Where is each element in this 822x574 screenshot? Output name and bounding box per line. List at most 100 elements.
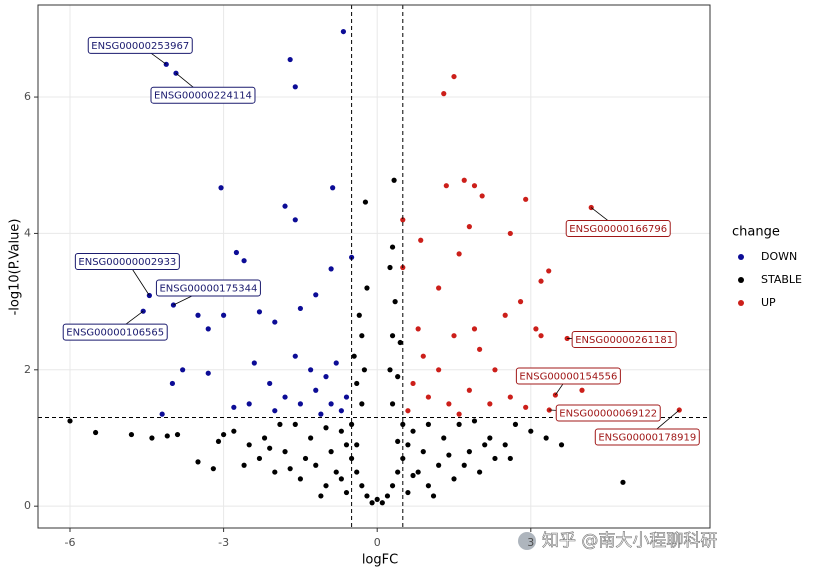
- point: [546, 268, 552, 274]
- point: [323, 374, 329, 380]
- point: [425, 421, 431, 427]
- legend-marker: [738, 300, 744, 306]
- point: [67, 418, 73, 424]
- point: [451, 476, 457, 482]
- point: [343, 394, 350, 400]
- legend-title: change: [732, 225, 780, 240]
- point: [477, 346, 483, 352]
- point: [256, 309, 263, 315]
- legend-label: UP: [761, 296, 776, 309]
- point: [338, 476, 344, 482]
- point: [292, 421, 298, 427]
- point: [456, 421, 462, 427]
- point: [466, 387, 472, 393]
- point: [512, 421, 519, 427]
- point: [246, 442, 252, 448]
- point: [210, 466, 216, 472]
- point: [338, 428, 344, 434]
- point: [517, 299, 524, 305]
- point: [456, 411, 462, 417]
- point: [364, 285, 370, 291]
- point: [292, 84, 298, 90]
- point: [443, 183, 449, 189]
- point: [282, 203, 288, 209]
- point: [436, 285, 442, 291]
- point: [170, 302, 177, 308]
- point: [405, 489, 411, 496]
- point: [479, 193, 485, 199]
- point: [195, 312, 201, 318]
- point: [451, 333, 457, 339]
- point: [446, 401, 452, 407]
- point: [272, 408, 278, 414]
- point: [297, 305, 303, 312]
- panel-border: [37, 4, 711, 529]
- point: [395, 374, 401, 380]
- point: [466, 449, 472, 455]
- point: [420, 353, 426, 359]
- point: [287, 466, 293, 472]
- point: [543, 435, 549, 441]
- annotation-box: [87, 36, 193, 54]
- point: [389, 483, 396, 489]
- point: [461, 462, 467, 468]
- point: [169, 380, 175, 387]
- point: [218, 185, 224, 191]
- point: [487, 435, 493, 441]
- point: [215, 438, 222, 445]
- point: [410, 472, 416, 479]
- point: [195, 459, 201, 465]
- point: [387, 367, 393, 373]
- point: [272, 319, 278, 325]
- point: [277, 421, 283, 427]
- annotation-box: [515, 367, 621, 385]
- point: [507, 394, 513, 400]
- annotation-label: ENSG00000224114: [154, 91, 252, 102]
- point: [507, 230, 513, 237]
- point: [446, 452, 452, 458]
- annotation-box: [594, 428, 700, 446]
- annotation-label: ENSG00000166796: [569, 224, 667, 235]
- point: [221, 312, 227, 318]
- annotation-box: [565, 220, 671, 238]
- point: [338, 408, 344, 414]
- x-tick-label: -6: [65, 536, 76, 549]
- point: [267, 445, 273, 451]
- y-tick-label: 2: [24, 363, 31, 376]
- point: [246, 401, 252, 407]
- point: [418, 237, 424, 243]
- point: [359, 333, 365, 339]
- point: [436, 462, 442, 468]
- point: [425, 394, 431, 400]
- point: [471, 326, 478, 332]
- point: [387, 264, 393, 271]
- annotation-box: [571, 330, 677, 348]
- point: [149, 435, 155, 441]
- point: [333, 360, 339, 366]
- x-tick-label: 3: [527, 536, 534, 549]
- y-axis-title: -log10(P.Value): [8, 219, 23, 316]
- point: [221, 431, 227, 438]
- point: [538, 278, 544, 284]
- point: [487, 401, 493, 407]
- point: [128, 431, 135, 438]
- annotation-label: ENSG00000154556: [519, 372, 617, 383]
- point: [180, 367, 186, 373]
- point: [374, 496, 380, 502]
- point: [340, 28, 347, 35]
- point: [292, 217, 298, 223]
- point: [528, 428, 534, 434]
- point: [364, 493, 370, 499]
- point: [384, 493, 391, 499]
- point: [308, 435, 314, 441]
- point: [359, 483, 365, 489]
- point: [241, 258, 247, 264]
- point: [369, 500, 375, 506]
- point: [379, 500, 385, 506]
- point: [349, 421, 355, 427]
- x-tick-label: 0: [374, 536, 381, 549]
- point: [389, 401, 396, 407]
- point: [538, 333, 544, 339]
- point: [330, 185, 336, 191]
